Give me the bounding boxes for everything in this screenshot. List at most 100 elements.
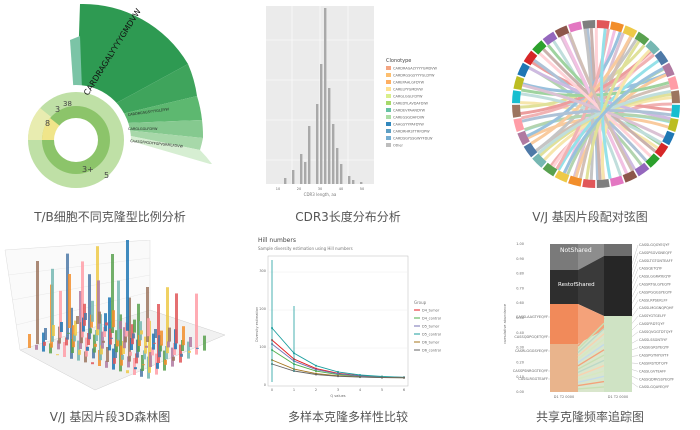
flow-stripe (577, 380, 605, 387)
length-bar (292, 170, 295, 184)
forest-bar (110, 337, 113, 339)
legend-swatch (386, 122, 391, 126)
length-bar (304, 162, 307, 184)
y-tick-label: 0.00 (516, 390, 524, 394)
chord-link (522, 83, 665, 139)
clone-label-left: CASSQDPGQETQYF (514, 335, 548, 339)
notshared-label: NotShared (560, 247, 592, 254)
notshared-left (550, 244, 578, 270)
legend-label: Other (393, 144, 403, 148)
legend-title: Clonotype (386, 58, 411, 64)
forest-bar (68, 274, 71, 328)
forest-bar (124, 336, 127, 343)
x-tick-label: 40 (339, 187, 343, 191)
chord-link (526, 31, 622, 138)
hill-subtitle: Sample diversity estimation using Hill n… (258, 246, 353, 251)
forest-bar (119, 321, 122, 329)
flow-stripe (577, 359, 605, 374)
x-tick-label: 3 (337, 388, 339, 392)
clone-tracking-panel: cumulative abundance 0.00 0.10 0.20 0.30 0.4… (492, 234, 700, 400)
forest-bar (43, 341, 46, 346)
chord-link (550, 102, 673, 167)
vj-chord-panel (492, 0, 700, 200)
forest-bar (140, 368, 143, 377)
forest-bar (144, 336, 147, 354)
forest-bar (63, 342, 66, 357)
length-bar (328, 88, 331, 184)
clone-label-left: CASSLAAGTYEQYF (516, 315, 548, 319)
hill-numbers-chart: Hill numbers Sample diversity estimation… (255, 237, 441, 398)
chord-link (520, 92, 663, 145)
forest-bar (141, 355, 144, 371)
clone-label-right: CASSLGGRAYEQYF (639, 275, 671, 279)
sunburst-label: 3+ (82, 165, 94, 174)
forest-bar (28, 334, 31, 348)
y-tick-label: 0.40 (516, 331, 524, 335)
chord-segment (670, 104, 680, 118)
clone-label-right: CASSPGTNYGYTF (639, 354, 669, 358)
forest-bar (51, 268, 54, 342)
forest-bar (105, 322, 108, 326)
hill-point (381, 376, 383, 379)
clone-label-right: CASSIRSTDTQYF (639, 362, 668, 366)
forest-bar (70, 307, 73, 359)
chord-segment (622, 25, 638, 38)
chord-link (557, 59, 660, 171)
forest-bar (203, 335, 206, 351)
forest-bar (78, 349, 81, 355)
forest-bar (98, 311, 101, 324)
x-tick-label: 2 (315, 388, 317, 392)
x-tick-label: 4 (359, 388, 362, 392)
forest-bar (181, 340, 184, 351)
chord-link (530, 35, 633, 145)
legend-label: CAREPAALGFDYW (393, 81, 425, 85)
forest-bar (99, 314, 102, 361)
clone-left (550, 344, 578, 392)
y-tick-label: 300 (259, 269, 266, 273)
hill-point (315, 373, 317, 376)
forest-bar (142, 364, 145, 366)
forest-bar (92, 348, 95, 359)
hill-point (315, 368, 317, 371)
chord-link (601, 49, 651, 180)
flow-stripe (577, 370, 605, 380)
chord-link (539, 92, 672, 157)
flow-notshared (578, 244, 604, 270)
legend-swatch (386, 73, 391, 77)
chord-segment (513, 117, 525, 132)
forest-bar (36, 261, 39, 344)
chord-segment (517, 130, 530, 146)
clone-tracking-chart: cumulative abundance 0.00 0.10 0.20 0.30 0.4… (503, 242, 674, 399)
restofshared-label: RestofShared (558, 282, 595, 288)
forest-bar (133, 319, 136, 333)
chord-segment (582, 178, 596, 188)
forest-bar (189, 337, 192, 347)
x-tick-label: 0 (271, 388, 273, 392)
y-tick-label: 0.90 (516, 257, 524, 261)
chord-segment (542, 162, 558, 177)
chord-segment (513, 76, 525, 91)
hill-point (315, 370, 317, 373)
forest-bar (187, 341, 190, 359)
chord-link (585, 40, 641, 180)
forest-bar (154, 329, 157, 338)
forest-bar (91, 300, 94, 322)
legend-label: CARDRGSGSYYYGLDYW (393, 74, 435, 78)
chord-link (589, 28, 602, 180)
flow-stripe (577, 375, 605, 383)
cdr3-length-chart: 10 20 30 40 50 CDR3 length, aa Clonotype CAR… (266, 6, 437, 197)
chord-link (578, 36, 633, 179)
forest-bar (113, 357, 116, 364)
length-bar (308, 126, 311, 184)
forest-bar (65, 337, 68, 346)
chord-segment (596, 178, 610, 188)
forest-bar (119, 314, 122, 372)
chord-link (537, 89, 672, 155)
chord-link (555, 28, 610, 170)
flow-restofshared (578, 256, 604, 316)
clonotype-sunburst-panel: 8 3 38 3+ 5 CARDRAGALYYYYGMDVW CARDRGSGS… (0, 0, 230, 200)
forest-bar (84, 351, 87, 363)
chord-segment (645, 153, 660, 168)
hill-title: Hill numbers (258, 237, 296, 244)
chord-link (528, 66, 671, 121)
